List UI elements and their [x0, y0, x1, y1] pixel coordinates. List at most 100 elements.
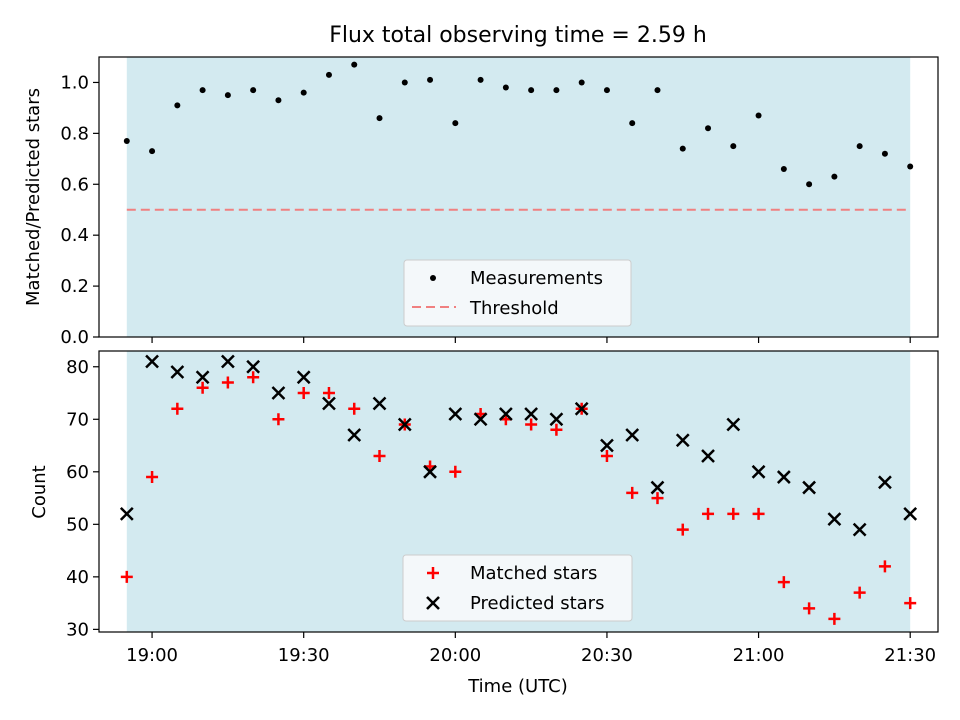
legend-predicted-marker	[426, 596, 440, 610]
predicted-star-point	[473, 412, 488, 427]
legend-predicted-label: Predicted stars	[470, 593, 604, 614]
y-tick-label: 0.0	[60, 327, 89, 348]
matched-star-point	[247, 371, 260, 384]
measurement-point	[780, 166, 787, 172]
matched-star-point	[373, 450, 386, 463]
predicted-star-point	[271, 386, 286, 400]
bottom-y-axis-label: Count	[29, 465, 50, 518]
y-tick-label: 80	[66, 357, 89, 378]
predicted-star-point	[650, 480, 665, 495]
predicted-star-point	[903, 506, 918, 521]
predicted-star-point	[145, 354, 159, 369]
predicted-star-point	[246, 359, 261, 374]
matched-star-point	[777, 576, 790, 589]
measurement-point	[224, 92, 231, 99]
matched-star-point	[853, 586, 866, 599]
measurement-point	[907, 163, 914, 170]
y-tick-label: 0.4	[60, 225, 89, 246]
y-tick-label: 50	[66, 514, 89, 535]
predicted-star-point	[372, 396, 387, 411]
predicted-star-point	[448, 407, 463, 421]
matched-star-point	[525, 418, 538, 431]
measurement-point	[376, 115, 383, 122]
matched-star-point	[727, 507, 740, 520]
matched-star-point	[651, 492, 664, 505]
predicted-star-point	[397, 417, 412, 432]
legend-measurement-marker	[430, 275, 436, 281]
measurement-point	[275, 97, 282, 104]
matched-star-point	[828, 612, 841, 625]
matched-star-point	[272, 413, 285, 426]
count-points	[119, 354, 918, 625]
x-tick-label: 20:30	[581, 645, 633, 666]
x-tick-label: 19:00	[126, 645, 178, 666]
matched-star-point	[600, 450, 613, 463]
bottom-x-ticks: 19:00 19:30 20:00 20:30 21:00 21:30	[126, 632, 936, 666]
measurement-point	[427, 76, 434, 83]
predicted-star-point	[119, 506, 134, 521]
measurement-point	[679, 145, 686, 152]
y-tick-label: 1.0	[60, 72, 89, 93]
matched-star-point	[803, 602, 816, 615]
predicted-star-point	[625, 428, 640, 442]
measurement-point	[629, 120, 636, 127]
measurement-point	[705, 125, 712, 132]
bottom-y-ticks: 30 40 50 60 70 80	[66, 357, 99, 640]
measurement-point	[881, 150, 888, 157]
predicted-star-point	[296, 370, 311, 385]
matched-star-point	[449, 465, 462, 478]
predicted-star-point	[574, 401, 589, 416]
predicted-star-point	[726, 417, 741, 432]
predicted-star-point	[170, 365, 185, 379]
matched-star-point	[550, 423, 563, 436]
matched-star-point	[322, 387, 335, 400]
x-tick-label: 21:00	[733, 645, 785, 666]
y-tick-label: 60	[66, 462, 89, 483]
legend-matched-label: Matched stars	[470, 563, 597, 584]
legend-measurements-label: Measurements	[470, 268, 603, 289]
legend-threshold-label: Threshold	[469, 298, 559, 319]
measurement-point	[831, 173, 838, 180]
measurement-point	[755, 112, 762, 119]
predicted-star-point	[751, 464, 766, 479]
measurement-point	[199, 87, 206, 94]
measurement-point	[654, 87, 661, 94]
measurement-point	[123, 138, 130, 144]
bottom-axes-frame	[98, 350, 939, 633]
measurement-point	[325, 71, 332, 78]
bottom-legend: Matched stars Predicted stars	[402, 554, 633, 622]
matched-star-point	[171, 402, 184, 415]
matched-star-point	[676, 523, 689, 536]
predicted-star-point	[776, 470, 791, 484]
legend-matched-marker	[427, 567, 439, 579]
measurement-point	[730, 143, 737, 150]
predicted-star-point	[827, 512, 842, 526]
predicted-star-point	[220, 354, 235, 369]
bottom-legend-box	[402, 554, 633, 622]
predicted-star-point	[347, 428, 362, 442]
measurement-point	[477, 76, 484, 83]
top-y-ticks: 0.0 0.2 0.4 0.6 0.8 1.0	[60, 72, 99, 348]
chart-title: Flux total observing time = 2.59 h	[329, 23, 707, 48]
matched-star-point	[904, 597, 917, 610]
predicted-star-point	[802, 480, 817, 495]
measurement-point	[603, 87, 610, 94]
matched-star-point	[297, 387, 310, 400]
predicted-star-point	[322, 396, 336, 411]
predicted-star-point	[675, 433, 690, 448]
top-axes-frame	[98, 56, 939, 338]
measurement-point	[401, 79, 408, 86]
matched-star-point	[878, 560, 891, 573]
measurement-point	[502, 84, 509, 91]
x-tick-label: 20:00	[429, 645, 481, 666]
measurement-point	[149, 148, 156, 155]
matched-star-point	[348, 402, 361, 415]
measurement-point	[300, 89, 307, 96]
matched-star-point	[196, 381, 209, 394]
measurement-point	[351, 61, 358, 68]
y-tick-label: 40	[66, 567, 89, 588]
predicted-star-point	[852, 522, 867, 537]
measurement-points	[123, 61, 914, 188]
top-legend-box	[403, 259, 632, 327]
